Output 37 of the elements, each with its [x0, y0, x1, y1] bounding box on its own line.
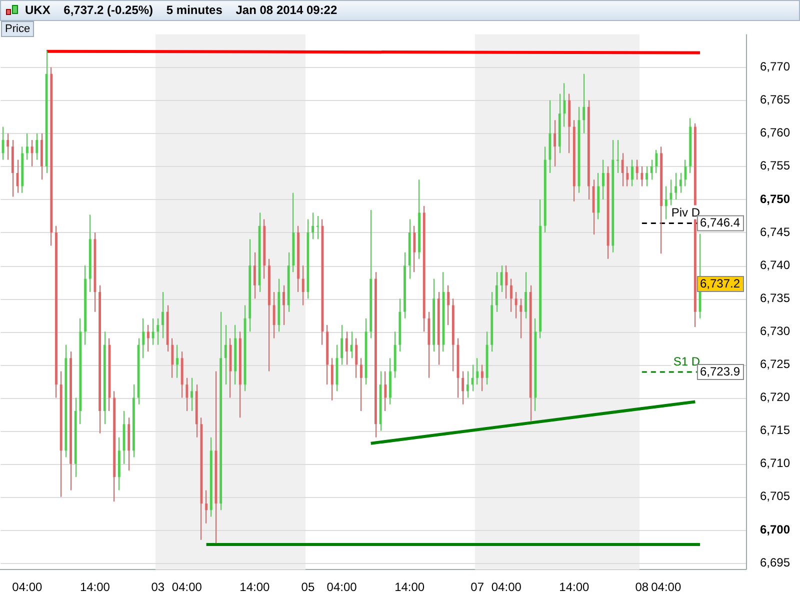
y-tick-label: 6,740	[760, 258, 790, 272]
y-tick-label: 6,735	[760, 290, 790, 305]
data-label: 6,723.9	[700, 364, 740, 378]
x-tick-label: 14:00	[559, 580, 590, 594]
y-axis-title: Price	[1, 21, 34, 37]
y-tick-label: 6,770	[760, 60, 790, 74]
x-tick-label: 04:00	[326, 580, 358, 594]
y-tick-label: 6,755	[760, 158, 790, 173]
y-tick-label: 6,710	[760, 456, 790, 470]
x-tick-label: 07	[470, 580, 484, 594]
y-tick-label: 6,760	[760, 126, 790, 140]
x-tick-label: 04:00	[12, 580, 43, 594]
x-tick-label: 04:00	[491, 580, 522, 594]
data-label: 6,746.4	[700, 216, 740, 230]
y-tick-label: 6,750	[760, 192, 790, 206]
y-tick-label: 6,765	[760, 92, 790, 107]
y-tick-label: 6,730	[760, 324, 790, 338]
x-tick-label: 05	[301, 580, 315, 594]
chart-title: UKX 6,737.2 (-0.25%) 5 minutes Jan 08 2014 09:22	[25, 3, 338, 17]
y-tick-label: 6,705	[760, 489, 790, 504]
y-tick-label: 6,700	[760, 522, 790, 536]
x-tick-label: 14:00	[394, 580, 425, 594]
x-tick-label: 04:00	[172, 580, 202, 594]
candlestick	[616, 140, 619, 174]
x-tick-label: 04:00	[651, 580, 682, 594]
series-label: Piv D	[671, 206, 700, 220]
annotation: 6,737.2	[700, 276, 740, 290]
x-tick-label: 03	[151, 580, 165, 594]
y-tick-label: 6,695	[760, 555, 790, 570]
x-tick-label: 14:00	[80, 580, 110, 594]
candlestick	[316, 216, 319, 240]
y-tick-label: 6,725	[760, 357, 790, 372]
x-tick-label: 08	[635, 580, 649, 594]
x-tick-label: 14:00	[240, 580, 270, 594]
y-tick-label: 6,715	[760, 423, 790, 438]
y-tick-label: 6,745	[760, 224, 790, 239]
y-tick-label: 6,720	[760, 390, 790, 404]
